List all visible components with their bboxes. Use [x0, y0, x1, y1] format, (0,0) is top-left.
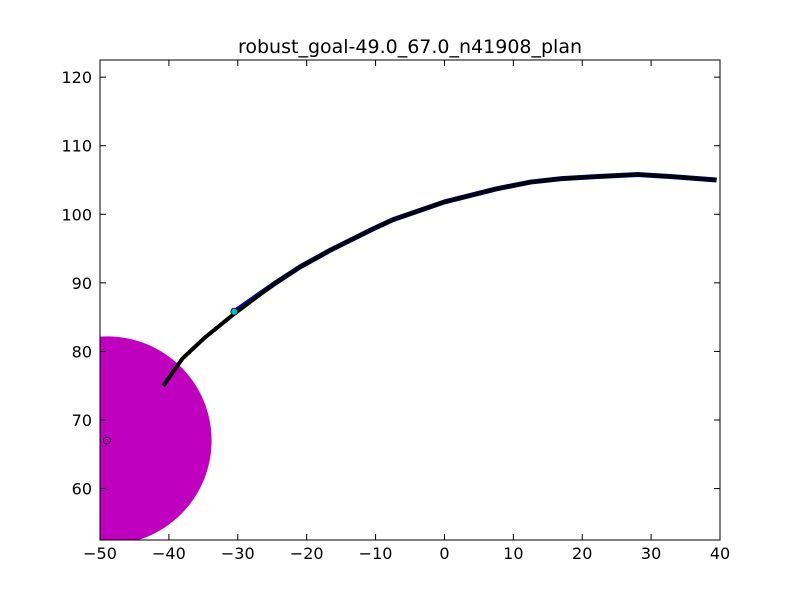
- x-tick-label: −50: [83, 544, 117, 563]
- x-tick-label: −30: [221, 544, 255, 563]
- y-tick-label: 60: [72, 480, 92, 499]
- x-tick-label: 20: [572, 544, 592, 563]
- x-axis: −50 −40 −30 −20 −10 0 10 20 30 40: [83, 60, 730, 563]
- series-line-2-overlay: [161, 172, 717, 387]
- x-tick-label: 10: [503, 544, 523, 563]
- series-line-2: [161, 172, 717, 387]
- marker-point-1: [230, 307, 239, 316]
- y-tick-label: 80: [72, 342, 92, 361]
- x-tick-label: −40: [152, 544, 186, 563]
- y-tick-label: 110: [61, 137, 92, 156]
- y-tick-label: 100: [61, 205, 92, 224]
- y-tick-label: 90: [72, 274, 92, 293]
- x-tick-label: 30: [641, 544, 661, 563]
- x-tick-label: −20: [290, 544, 324, 563]
- x-tick-label: 40: [710, 544, 730, 563]
- x-tick-label: 0: [439, 544, 449, 563]
- plot-area: [100, 172, 717, 540]
- marker-point-2: [102, 436, 111, 445]
- chart-title: robust_goal-49.0_67.0_n41908_plan: [238, 36, 582, 58]
- y-axis: 60 70 80 90 100 110 120: [61, 68, 720, 499]
- goal-region: [100, 336, 212, 540]
- y-tick-label: 70: [72, 411, 92, 430]
- y-tick-label: 120: [61, 68, 92, 87]
- plot-frame: [99, 59, 721, 541]
- x-tick-label: −10: [359, 544, 393, 563]
